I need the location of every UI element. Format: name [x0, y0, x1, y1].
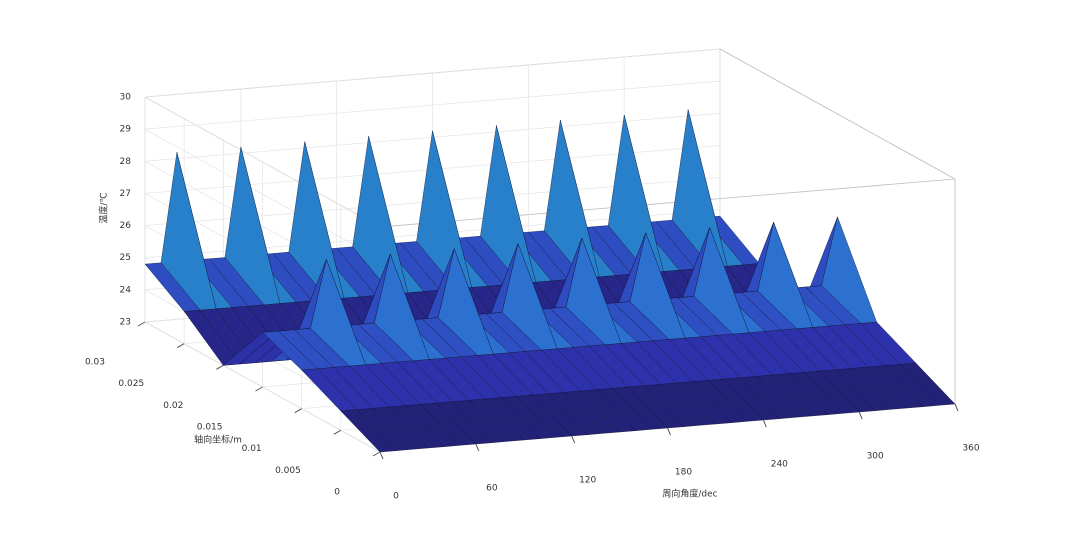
x-tick-label: 0	[393, 492, 399, 502]
tick-mark	[571, 435, 576, 444]
x-tick-label: 360	[962, 444, 979, 454]
x-tick-label: 300	[867, 452, 884, 462]
tick-mark	[216, 364, 224, 370]
z-tick-label: 27	[120, 189, 131, 199]
z-tick-label: 30	[120, 93, 132, 103]
tick-mark	[176, 343, 185, 349]
tick-mark	[333, 429, 342, 435]
y-tick-label: 0.005	[275, 466, 301, 476]
z-tick-label: 23	[120, 318, 131, 328]
x-tick-label: 180	[675, 468, 692, 478]
x-tick-label: 120	[579, 476, 596, 486]
x-axis-label: 周向角度/dec	[662, 488, 717, 500]
z-tick-label: 25	[120, 253, 131, 263]
tick-mark	[294, 408, 302, 414]
tick-mark	[667, 427, 671, 436]
tick-mark	[137, 321, 146, 327]
z-axis-label: 温度/℃	[98, 192, 110, 223]
tick-mark	[858, 411, 863, 420]
y-tick-label: 0.03	[85, 358, 105, 368]
y-tick-label: 0.025	[118, 379, 144, 389]
surface-patch	[340, 409, 397, 453]
z-tick-label: 26	[120, 221, 132, 231]
y-tick-label: 0.02	[163, 401, 183, 411]
x-tick-label: 240	[771, 460, 788, 470]
axis-box	[379, 178, 956, 228]
y-tick-label: 0.015	[197, 423, 223, 433]
tick-mark	[379, 451, 384, 460]
y-axis-label: 轴向坐标/m	[194, 434, 242, 446]
tick-mark	[762, 419, 767, 428]
tick-mark	[255, 386, 263, 392]
x-tick-label: 60	[486, 484, 498, 494]
axis-box	[719, 48, 956, 180]
tick-mark	[372, 451, 381, 457]
z-tick-label: 24	[120, 285, 132, 295]
tick-mark	[475, 443, 480, 452]
z-tick-label: 29	[120, 125, 132, 135]
z-tick-label: 28	[120, 157, 132, 167]
tick-mark	[954, 403, 959, 412]
y-tick-label: 0.01	[242, 444, 262, 454]
y-tick-label: 0	[334, 488, 340, 498]
